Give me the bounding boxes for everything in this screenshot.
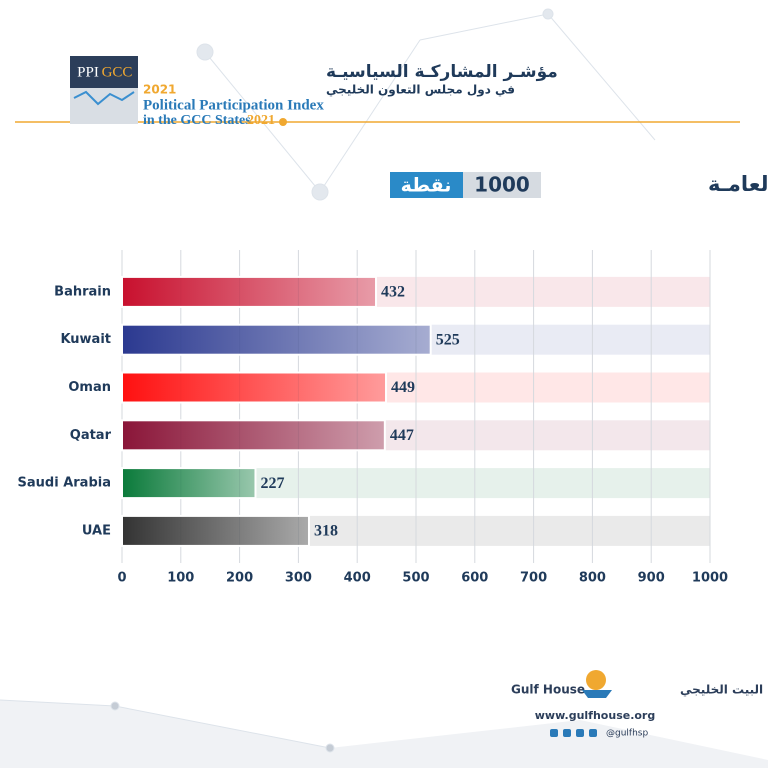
y-tick-label: Bahrain	[54, 284, 111, 299]
decor-dot	[325, 743, 335, 753]
footer-handle: @gulfhsp	[606, 729, 648, 739]
value-label: 447	[390, 427, 414, 444]
icon[interactable]	[576, 729, 584, 737]
icon[interactable]	[563, 729, 571, 737]
social-icons	[550, 729, 597, 737]
points-box	[463, 172, 541, 198]
decor-dot	[542, 8, 554, 20]
decor-line	[419, 13, 549, 41]
decor-dot	[196, 43, 214, 61]
footer-website: www.gulfhouse.org	[535, 709, 655, 722]
x-tick-label: 800	[579, 571, 606, 586]
header-dot	[279, 118, 287, 126]
y-tick-label: Kuwait	[60, 332, 111, 347]
x-tick-label: 1000	[692, 571, 728, 586]
footer-brand: Gulf House	[511, 683, 585, 697]
x-tick-label: 100	[167, 571, 194, 586]
decor-line	[114, 705, 331, 749]
footer-logo	[582, 690, 612, 698]
logo-text: GCC	[102, 64, 133, 80]
arabic-subtitle: في دول مجلس التعاون الخليجي	[326, 83, 515, 98]
bar	[121, 371, 388, 404]
value-label: 449	[391, 379, 415, 396]
y-tick-label: UAE	[82, 523, 111, 538]
heading-title: النتائج العامـة	[708, 172, 768, 196]
x-tick-label: 500	[402, 571, 429, 586]
y-tick-label: Oman	[68, 380, 111, 395]
decor-line	[547, 13, 656, 141]
y-tick-label: Qatar	[70, 428, 112, 443]
unit-box	[390, 172, 463, 198]
x-tick-label: 900	[638, 571, 665, 586]
decor-dot	[311, 183, 329, 201]
value-label: 432	[381, 284, 405, 301]
plot: 0 100 200 300 400 500 600 700 800 900 1000 Bahrain 4…	[18, 250, 728, 586]
logo-top	[70, 56, 138, 88]
logo-graph	[73, 90, 135, 106]
footer-logo	[586, 670, 606, 690]
heading-unit: نقطة	[401, 175, 452, 197]
bar	[121, 514, 310, 547]
heading-points: 1000	[474, 173, 530, 197]
bar	[121, 467, 257, 500]
bar	[121, 275, 378, 308]
value-label: 318	[314, 523, 338, 540]
value-label: 227	[260, 475, 284, 492]
icon[interactable]	[589, 729, 597, 737]
icon[interactable]	[550, 729, 558, 737]
x-tick-label: 700	[520, 571, 547, 586]
decor-line	[319, 39, 421, 193]
x-tick-label: 600	[461, 571, 488, 586]
x-tick-label: 400	[344, 571, 371, 586]
english-subtitle: in the GCC States	[143, 113, 251, 128]
logo-text: PPI	[77, 64, 99, 80]
x-tick-label: 200	[226, 571, 253, 586]
decor-line	[0, 699, 116, 707]
x-tick-label: 0	[117, 571, 126, 586]
decor-dot	[110, 701, 120, 711]
footer-brand-arabic: البيت الخليجي	[680, 683, 763, 697]
value-label: 525	[436, 331, 460, 348]
x-tick-label: 300	[285, 571, 312, 586]
english-year: 2021	[247, 113, 275, 128]
english-title: Political Participation Index	[143, 97, 324, 113]
arabic-title: مؤشـر المشاركـة السياسيـة	[326, 62, 558, 82]
bar	[121, 419, 386, 452]
background-decor	[0, 8, 768, 768]
y-tick-label: Saudi Arabia	[18, 476, 111, 491]
bar	[121, 323, 432, 356]
decor-shape	[0, 700, 768, 768]
arabic-year: 2021	[143, 83, 176, 97]
